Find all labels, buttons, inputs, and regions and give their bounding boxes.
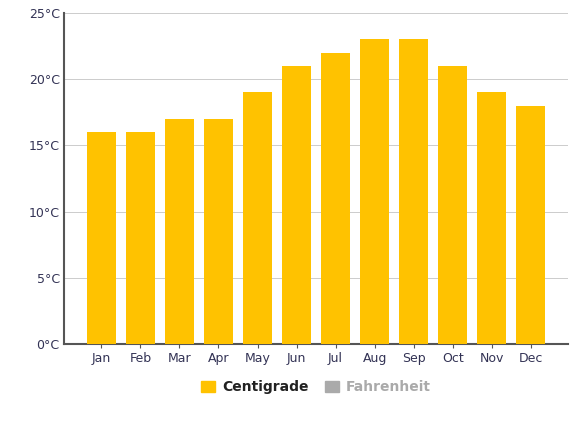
Bar (516, 106, 545, 344)
Bar (87, 132, 116, 344)
Legend: Centigrade, Fahrenheit: Centigrade, Fahrenheit (195, 375, 437, 400)
Bar (243, 92, 272, 344)
Bar (321, 52, 350, 344)
Bar (282, 66, 311, 344)
Bar (360, 40, 389, 344)
Bar (126, 132, 155, 344)
Bar (399, 40, 429, 344)
Bar (204, 119, 233, 344)
Bar (165, 119, 194, 344)
Bar (438, 66, 467, 344)
Bar (477, 92, 506, 344)
